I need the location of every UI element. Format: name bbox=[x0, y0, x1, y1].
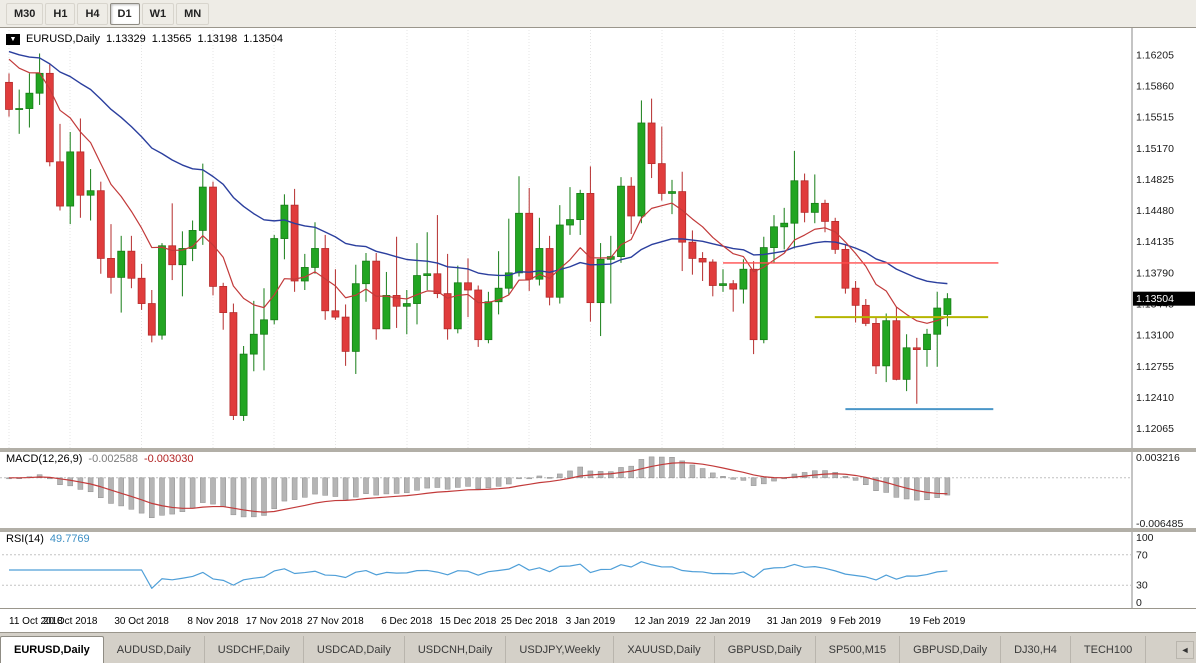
rsi-indicator-label: RSI(14) 49.7769 bbox=[6, 533, 96, 545]
timeframe-w1-button[interactable]: W1 bbox=[141, 2, 175, 25]
svg-text:9 Feb 2019: 9 Feb 2019 bbox=[830, 616, 881, 627]
symbol-dropdown-button[interactable]: ▼ bbox=[6, 33, 20, 45]
svg-text:17 Nov 2018: 17 Nov 2018 bbox=[246, 616, 303, 627]
tab-eurusd-daily[interactable]: EURUSD,Daily bbox=[0, 636, 104, 663]
svg-text:100: 100 bbox=[1136, 532, 1154, 544]
tab-usdjpy-weekly[interactable]: USDJPY,Weekly bbox=[506, 636, 615, 663]
svg-text:30: 30 bbox=[1136, 580, 1148, 592]
ohlc-low: 1.13198 bbox=[197, 33, 238, 45]
tab-sp500-m15[interactable]: SP500,M15 bbox=[815, 636, 901, 663]
svg-text:0.003216: 0.003216 bbox=[1136, 452, 1180, 464]
svg-text:1.14480: 1.14480 bbox=[1136, 205, 1174, 217]
macd-signal-value: -0.003030 bbox=[143, 453, 194, 465]
tab-tech100[interactable]: TECH100 bbox=[1070, 636, 1147, 663]
ohlc-open: 1.13329 bbox=[105, 33, 146, 45]
svg-text:12 Jan 2019: 12 Jan 2019 bbox=[634, 616, 689, 627]
svg-text:25 Dec 2018: 25 Dec 2018 bbox=[501, 616, 558, 627]
tab-xauusd-daily[interactable]: XAUUSD,Daily bbox=[614, 636, 715, 663]
svg-text:1.14825: 1.14825 bbox=[1136, 174, 1174, 186]
rsi-name: RSI(14) bbox=[6, 533, 44, 545]
svg-text:1.14135: 1.14135 bbox=[1136, 236, 1174, 248]
svg-text:6 Dec 2018: 6 Dec 2018 bbox=[381, 616, 433, 627]
svg-text:1.12755: 1.12755 bbox=[1136, 361, 1174, 373]
svg-text:-0.006485: -0.006485 bbox=[1136, 518, 1183, 530]
svg-text:11 Oct 2018: 11 Oct 2018 bbox=[9, 616, 63, 627]
svg-text:70: 70 bbox=[1136, 549, 1148, 561]
timeframe-d1-button[interactable]: D1 bbox=[109, 2, 140, 25]
scroll-left-icon: ◄ bbox=[1180, 645, 1190, 655]
svg-text:1.12410: 1.12410 bbox=[1136, 392, 1174, 404]
svg-text:22 Jan 2019: 22 Jan 2019 bbox=[695, 616, 750, 627]
ohlc-high: 1.13565 bbox=[151, 33, 192, 45]
svg-text:1.15515: 1.15515 bbox=[1136, 112, 1174, 124]
timeframe-h4-button[interactable]: H4 bbox=[77, 2, 108, 25]
svg-text:31 Jan 2019: 31 Jan 2019 bbox=[767, 616, 822, 627]
svg-text:30 Oct 2018: 30 Oct 2018 bbox=[114, 616, 169, 627]
chart-ohlc-readout: ▼ EURUSD,Daily 1.13329 1.13565 1.13198 1.1350… bbox=[6, 33, 289, 45]
svg-text:19 Feb 2019: 19 Feb 2019 bbox=[909, 616, 966, 627]
ohlc-close: 1.13504 bbox=[243, 33, 284, 45]
tab-dj30-h4[interactable]: DJ30,H4 bbox=[1001, 636, 1071, 663]
macd-main-value: -0.002588 bbox=[88, 453, 138, 465]
tab-usdcad-daily[interactable]: USDCAD,Daily bbox=[303, 636, 405, 663]
svg-text:1.12065: 1.12065 bbox=[1136, 423, 1174, 435]
rsi-value: 49.7769 bbox=[49, 533, 90, 545]
tab-usdchf-daily[interactable]: USDCHF,Daily bbox=[204, 636, 304, 663]
svg-text:20 Oct 2018: 20 Oct 2018 bbox=[43, 616, 98, 627]
svg-text:1.13100: 1.13100 bbox=[1136, 330, 1174, 342]
tabs-scroll-left-button[interactable]: ◄ bbox=[1176, 641, 1194, 659]
svg-text:8 Nov 2018: 8 Nov 2018 bbox=[187, 616, 239, 627]
svg-text:1.15170: 1.15170 bbox=[1136, 143, 1174, 155]
macd-indicator-label: MACD(12,26,9) -0.002588 -0.003030 bbox=[6, 453, 200, 465]
chart-area: 1.16205 1.15860 1.15515 1.15170 1.14825 1.144… bbox=[0, 28, 1196, 633]
timeframe-h1-button[interactable]: H1 bbox=[45, 2, 76, 25]
price-chart-canvas[interactable]: 1.16205 1.15860 1.15515 1.15170 1.14825 1.144… bbox=[0, 28, 1196, 632]
svg-text:1.15860: 1.15860 bbox=[1136, 80, 1174, 92]
tab-audusd-daily[interactable]: AUDUSD,Daily bbox=[103, 636, 205, 663]
timeframe-mn-button[interactable]: MN bbox=[176, 2, 210, 25]
svg-text:27 Nov 2018: 27 Nov 2018 bbox=[307, 616, 364, 627]
svg-text:0: 0 bbox=[1136, 597, 1142, 609]
symbol-name: EURUSD,Daily bbox=[26, 33, 100, 45]
timeframe-toolbar: M30 H1 H4 D1 W1 MN bbox=[0, 0, 1196, 28]
svg-text:1.13504: 1.13504 bbox=[1136, 293, 1174, 305]
svg-text:1.13790: 1.13790 bbox=[1136, 267, 1174, 279]
tab-gbpusd-daily-2[interactable]: GBPUSD,Daily bbox=[900, 636, 1002, 663]
timeframe-m30-button[interactable]: M30 bbox=[6, 2, 44, 25]
svg-text:1.16205: 1.16205 bbox=[1136, 49, 1174, 61]
svg-text:15 Dec 2018: 15 Dec 2018 bbox=[440, 616, 497, 627]
bottom-tabbar: EURUSD,Daily AUDUSD,Daily USDCHF,Daily U… bbox=[0, 633, 1196, 663]
macd-name: MACD(12,26,9) bbox=[6, 453, 83, 465]
svg-text:3 Jan 2019: 3 Jan 2019 bbox=[566, 616, 616, 627]
tab-gbpusd-daily[interactable]: GBPUSD,Daily bbox=[714, 636, 816, 663]
tab-usdcnh-daily[interactable]: USDCNH,Daily bbox=[404, 636, 507, 663]
